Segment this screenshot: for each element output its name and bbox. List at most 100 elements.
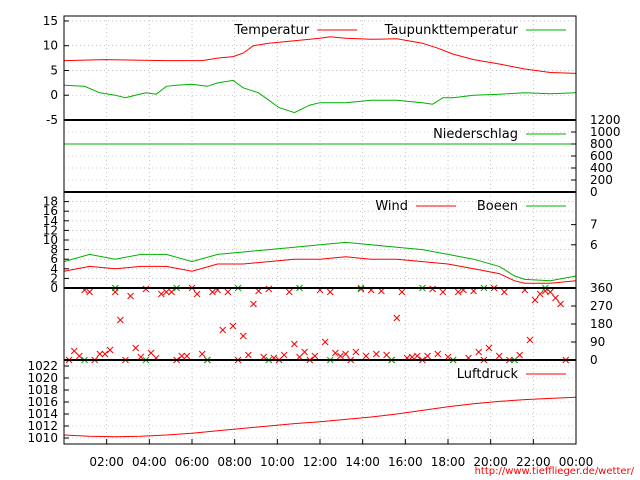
y-tick-label: 400: [590, 161, 613, 175]
direction-point: [86, 288, 93, 296]
y-tick-label: 2: [50, 271, 58, 285]
direction-point: [424, 352, 431, 360]
x-tick-label: 20:00: [473, 455, 508, 469]
y-tick-label: 10: [43, 233, 58, 247]
y-tick-label: 600: [590, 149, 613, 163]
direction-point: [209, 288, 216, 296]
series-line: [63, 256, 577, 284]
direction-point: [132, 344, 140, 352]
direction-point: [557, 300, 564, 308]
x-tick-label: 04:00: [132, 455, 167, 469]
direction-point: [147, 349, 155, 357]
series-line: [63, 396, 577, 438]
y-tick-label: 800: [590, 137, 613, 151]
y-tick-label: 1020: [27, 371, 58, 385]
direction-point: [96, 350, 104, 358]
y-tick-label: 12: [43, 223, 58, 237]
y-tick-label: 200: [590, 173, 613, 187]
series-line: [63, 241, 577, 282]
direction-point: [163, 288, 170, 296]
y-tick-label: 0: [50, 281, 58, 295]
y-tick-label: 90: [590, 335, 605, 349]
x-tick-label: 02:00: [89, 455, 124, 469]
series-line: [63, 36, 577, 74]
direction-point: [413, 352, 421, 360]
frame-layer: [63, 15, 577, 445]
y-tick-label: 1000: [590, 125, 621, 139]
direction-point: [244, 351, 252, 359]
footer-url: http://www.tiefflieger.de/wetter/: [475, 466, 635, 477]
direction-point: [183, 352, 191, 360]
direction-point: [552, 294, 559, 302]
x-tick-label: 14:00: [345, 455, 380, 469]
direction-point: [342, 350, 349, 358]
direction-point: [526, 336, 534, 344]
x-tick-label: 10:00: [260, 455, 295, 469]
direction-point: [229, 322, 237, 330]
y-tick-label: 270: [590, 299, 613, 313]
y-tick-label: 1016: [27, 395, 58, 409]
direction-point: [475, 348, 483, 356]
legend-label: Temperatur: [234, 23, 310, 38]
y-tick-label: 4: [50, 262, 58, 276]
direction-point: [280, 351, 288, 359]
x-tick-label: 22:00: [516, 455, 551, 469]
y-tick-label: 1012: [27, 419, 58, 433]
direction-point: [116, 316, 124, 324]
direction-point: [439, 288, 447, 296]
direction-point: [536, 290, 544, 298]
direction-point: [291, 340, 298, 348]
direction-point: [383, 351, 390, 359]
legend-label: Wind: [375, 199, 408, 214]
direction-point: [500, 288, 508, 296]
legend-label: Taupunkttemperatur: [384, 23, 519, 38]
y-tick-label: -5: [46, 113, 58, 127]
direction-point: [352, 348, 360, 356]
legend-label: Boeen: [477, 199, 518, 214]
direction-point: [321, 338, 329, 346]
y-tick-label: 1200: [590, 113, 621, 127]
direction-point: [127, 292, 134, 300]
series-line: [63, 79, 577, 114]
y-tick-label: 18: [43, 195, 58, 209]
direction-point: [198, 350, 206, 358]
x-tick-label: 16:00: [388, 455, 423, 469]
direction-point: [372, 350, 380, 358]
direction-point: [178, 352, 186, 360]
direction-point: [224, 288, 232, 296]
direction-point: [531, 296, 539, 304]
direction-point: [332, 349, 339, 357]
x-tick-label: 08:00: [217, 455, 252, 469]
x-tick-label: 18:00: [431, 455, 466, 469]
y-tick-label: 0: [590, 185, 598, 199]
x-tick-label: 00:00: [559, 455, 594, 469]
direction-point: [547, 288, 554, 296]
direction-point: [454, 288, 462, 296]
y-tick-label: 15: [43, 14, 58, 28]
direction-point: [398, 288, 406, 296]
y-tick-label: 16: [43, 204, 58, 218]
direction-point: [285, 288, 293, 296]
direction-point: [362, 352, 370, 360]
direction-point: [219, 326, 227, 334]
direction-point: [434, 350, 442, 358]
y-tick-label: 5: [50, 63, 58, 77]
y-tick-label: 1010: [27, 431, 58, 445]
direction-point: [337, 352, 344, 360]
direction-point: [70, 347, 78, 355]
direction-point: [193, 290, 201, 298]
y-tick-label: 0: [50, 88, 58, 102]
y-tick-label: 0: [590, 353, 598, 367]
x-tick-label: 12:00: [303, 455, 338, 469]
legend-label: Niederschlag: [433, 127, 518, 142]
y-tick-label: 1014: [27, 407, 58, 421]
y-tick-label: 180: [590, 317, 613, 331]
direction-point: [250, 300, 257, 308]
direction-point: [516, 351, 524, 359]
direction-point: [239, 332, 247, 340]
direction-point: [393, 314, 401, 322]
y-tick-label: 1018: [27, 383, 58, 397]
y-tick-label: 10: [43, 39, 58, 53]
x-tick-label: 06:00: [175, 455, 210, 469]
